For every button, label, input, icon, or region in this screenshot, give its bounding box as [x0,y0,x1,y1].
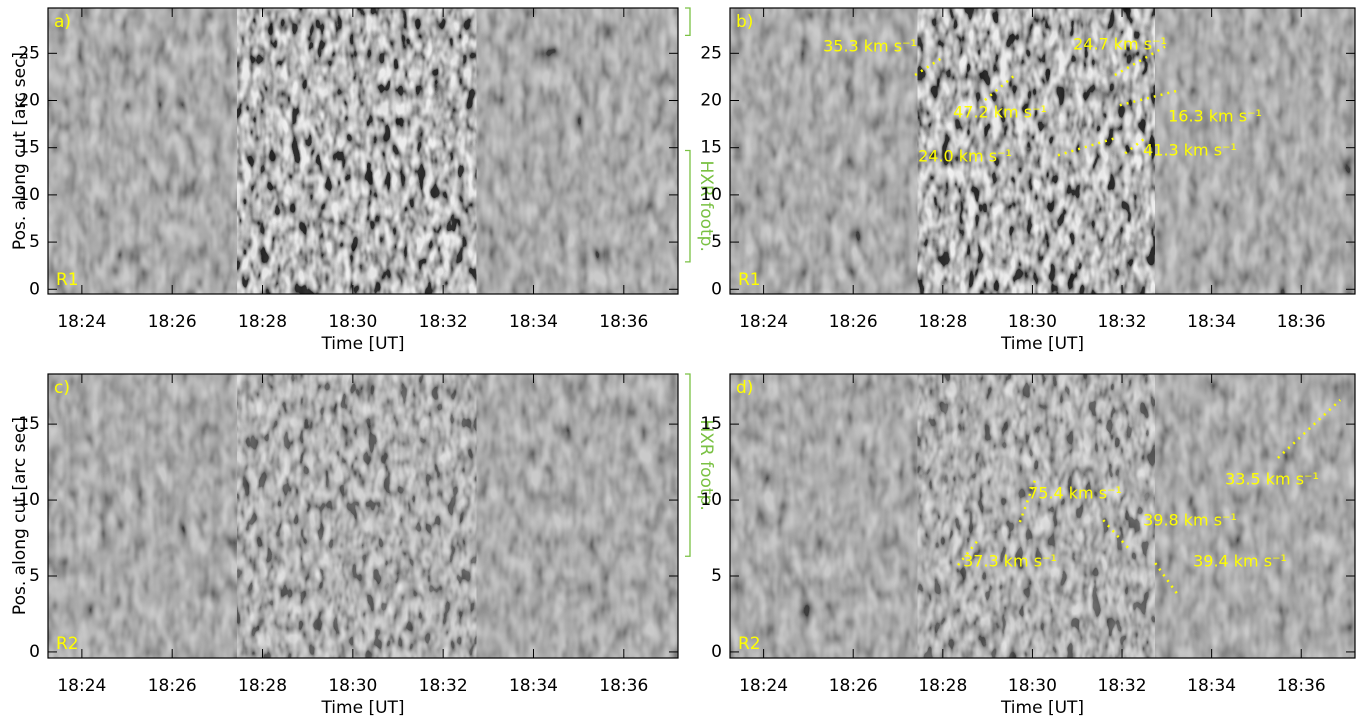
y-axis-label: Pos. along cut [arc sec] [10,52,30,250]
x-tick-label: 18:36 [1277,676,1326,696]
region-label: R2 [56,634,79,654]
x-tick-label: 18:30 [328,312,377,332]
velocity-label: 41.3 km s⁻¹ [1143,141,1237,160]
y-tick-label: 5 [29,566,40,586]
x-tick-label: 18:24 [57,676,106,696]
y-tick-label: 0 [29,642,40,662]
velocity-track [914,56,943,77]
y-tick-label: 5 [711,566,722,586]
velocity-label: 33.5 km s⁻¹ [1225,470,1319,489]
velocity-track [1277,399,1342,459]
y-tick-label: 25 [700,43,722,63]
x-tick-label: 18:34 [1187,312,1236,332]
y-tick-label: 0 [711,279,722,299]
velocity-label: 24.7 km s⁻¹ [1073,35,1167,54]
y-tick-label: 5 [29,232,40,252]
y-tick-label: 15 [700,138,722,158]
x-axis-label: Time [UT] [320,334,404,354]
region-label: R2 [738,634,761,654]
plot-frame [729,373,1356,659]
plot-frame [729,7,1356,295]
velocity-label: 35.3 km s⁻¹ [823,37,917,56]
y-tick-label: 25 [18,43,40,63]
hxr-bracket [685,149,691,263]
panel-label: c) [54,378,70,398]
velocity-track [1018,479,1037,523]
y-tick-label: 0 [29,279,40,299]
y-tick-label: 20 [700,91,722,111]
y-tick-label: 5 [711,232,722,252]
plot-frame [47,7,679,295]
image-active-region [237,374,477,658]
plot-frame [47,373,679,659]
x-tick-label: 18:26 [829,312,878,332]
velocity-label: 16.3 km s⁻¹ [1168,107,1262,126]
x-axis-label: Time [UT] [1000,334,1084,354]
x-tick-label: 18:32 [1098,312,1147,332]
panel-label: a) [54,12,71,32]
x-tick-label: 18:28 [238,312,287,332]
x-tick-label: 18:34 [1187,676,1236,696]
x-axis-label: Time [UT] [320,698,404,718]
velocity-label: 75.4 km s⁻¹ [1028,484,1122,503]
y-tick-label: 10 [18,185,40,205]
velocity-label: 47.2 km s⁻¹ [953,103,1047,122]
hxr-label: HXR footp. [696,419,716,510]
y-tick-label: 20 [18,91,40,111]
x-tick-label: 18:34 [509,312,558,332]
x-tick-label: 18:28 [918,312,967,332]
x-tick-label: 18:24 [739,676,788,696]
y-tick-label: 15 [18,138,40,158]
x-tick-label: 18:36 [599,676,648,696]
x-tick-label: 18:24 [739,312,788,332]
x-tick-label: 18:24 [57,312,106,332]
x-tick-label: 18:26 [148,676,197,696]
velocity-label: 39.4 km s⁻¹ [1193,552,1287,571]
x-tick-label: 18:26 [148,312,197,332]
image-active-region [917,374,1155,658]
y-tick-label: 10 [700,490,722,510]
x-tick-label: 18:28 [238,676,287,696]
x-tick-label: 18:32 [1098,676,1147,696]
x-tick-label: 18:30 [328,676,377,696]
x-tick-label: 18:30 [1008,312,1057,332]
velocity-track [1114,45,1166,77]
velocity-label: 24.0 km s⁻¹ [918,147,1012,166]
y-tick-label: 15 [18,414,40,434]
region-label: R1 [738,270,761,290]
region-label: R1 [56,270,79,290]
x-tick-label: 18:36 [1277,312,1326,332]
y-tick-label: 15 [700,414,722,434]
x-tick-label: 18:34 [509,676,558,696]
x-tick-label: 18:36 [599,312,648,332]
velocity-label: 39.8 km s⁻¹ [1143,511,1237,530]
x-axis-label: Time [UT] [1000,698,1084,718]
y-tick-label: 0 [711,642,722,662]
velocity-label: 37.3 km s⁻¹ [963,552,1057,571]
panel-label: d) [736,378,753,398]
y-axis-label: Pos. along cut [arc sec] [10,417,30,615]
y-tick-label: 10 [18,490,40,510]
hxr-label: HXR footp. [696,161,716,252]
image-active-region [237,8,477,294]
x-tick-label: 18:26 [829,676,878,696]
hxr-bracket [685,373,691,557]
panel-label: b) [736,12,753,32]
velocity-track [1057,137,1116,157]
x-tick-label: 18:30 [1008,676,1057,696]
hxr-bracket [685,7,691,37]
y-tick-label: 10 [700,185,722,205]
image-active-region [917,8,1155,294]
x-tick-label: 18:32 [419,676,468,696]
x-tick-label: 18:32 [419,312,468,332]
x-tick-label: 18:28 [918,676,967,696]
